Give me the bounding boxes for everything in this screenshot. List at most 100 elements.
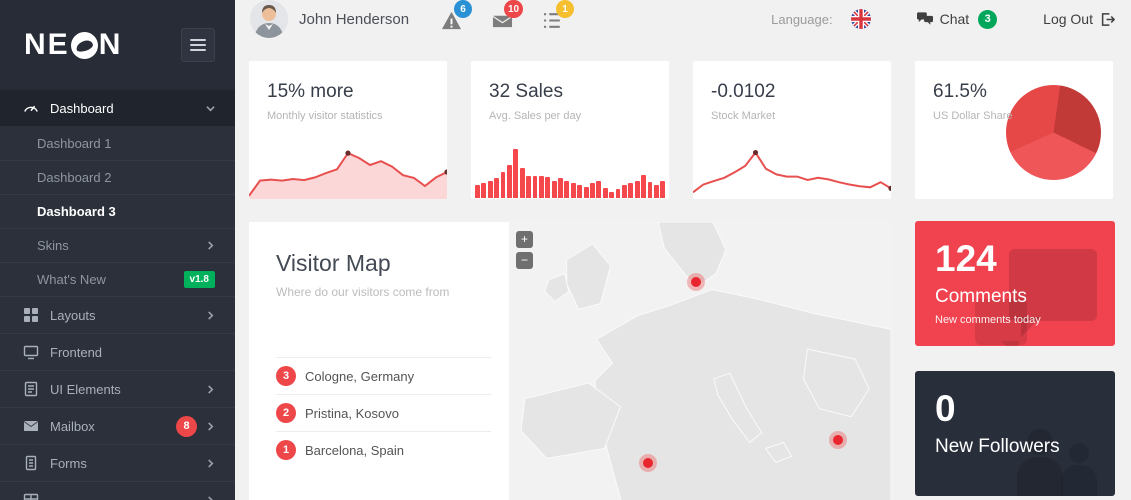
second-row: Visitor Map Where do our visitors come f… (248, 221, 1115, 500)
tasks-button[interactable]: 1 (541, 0, 575, 31)
visitor-map-subtitle: Where do our visitors come from (276, 285, 450, 299)
sidebar-item-label: Dashboard (50, 100, 114, 116)
bar (538, 176, 544, 198)
grid-icon (22, 307, 39, 324)
europe-map[interactable]: + − (509, 222, 891, 500)
list-box-icon (22, 381, 39, 398)
bar (660, 180, 666, 198)
bar (551, 180, 557, 198)
sidebar: NE N Dashboard Dashboard 1 Dashboard 2 Da… (0, 0, 235, 500)
visitor-locations-list: 3 Cologne, Germany 2 Pristina, Kosovo 1 … (276, 357, 491, 468)
bar (621, 185, 627, 198)
neon-logo[interactable]: NE N (24, 28, 122, 62)
location-label: Barcelona, Spain (305, 442, 405, 458)
map-zoom-out-button[interactable]: − (516, 252, 533, 269)
monitor-icon (22, 344, 39, 361)
chat-bubble-icon (1009, 249, 1097, 337)
stat-title: 15% more (267, 81, 354, 102)
user-menu[interactable]: John Henderson (250, 0, 409, 38)
bar (532, 175, 538, 198)
sidebar-item-dashboard-1[interactable]: Dashboard 1 (0, 127, 235, 161)
table-icon (22, 492, 39, 500)
warning-triangle-icon (441, 11, 461, 30)
bar (558, 177, 563, 198)
comments-label: Comments (935, 285, 1027, 307)
followers-label: New Followers (935, 435, 1060, 457)
location-count-badge: 1 (276, 440, 296, 460)
uk-flag-icon[interactable] (850, 9, 871, 29)
bar (494, 178, 500, 198)
list-item: 2 Pristina, Kosovo (276, 394, 491, 431)
sidebar-item-label: Dashboard 2 (37, 170, 112, 185)
logout-button[interactable]: Log Out (1043, 11, 1115, 27)
sidebar-item-skins[interactable]: Skins (0, 229, 235, 263)
bar (609, 191, 615, 198)
sidebar-item-ui-elements[interactable]: UI Elements (0, 371, 235, 408)
list-item: 3 Cologne, Germany (276, 357, 491, 394)
chevron-right-icon (206, 241, 215, 250)
sidebar-item-label: Frontend (50, 344, 103, 360)
stat-subtitle: Monthly visitor statistics (267, 110, 383, 122)
sidebar-item-layouts[interactable]: Layouts (0, 297, 235, 334)
sidebar-item-label: Mailbox (50, 418, 95, 434)
bar (590, 183, 595, 198)
envelope-icon (492, 15, 512, 28)
location-count-badge: 2 (276, 403, 296, 423)
chevron-down-icon (206, 104, 215, 113)
comments-tile[interactable]: 124 Comments New comments today (915, 221, 1115, 346)
messages-button[interactable]: 10 (490, 0, 524, 31)
content: 15% more Monthly visitor statistics 32 S… (235, 38, 1131, 500)
bar (545, 177, 551, 198)
bar (500, 172, 506, 198)
topbar-right: Language: Chat 3 (771, 9, 1115, 29)
sidebar-item-forms[interactable]: Forms (0, 445, 235, 482)
bar (641, 174, 647, 198)
sidebar-collapse-button[interactable] (181, 28, 215, 62)
bar (615, 188, 621, 198)
stat-title: 32 Sales (489, 81, 563, 102)
chat-bubble-icon (975, 299, 1027, 346)
bar (602, 187, 608, 198)
alerts-button[interactable]: 6 (439, 0, 473, 31)
dollar-share-pie-chart (1006, 85, 1101, 180)
tasks-count-badge: 1 (556, 0, 575, 18)
bar (526, 175, 532, 198)
logo-text-left: NE (24, 28, 70, 61)
stat-card-sales: 32 Sales Avg. Sales per day (470, 60, 670, 200)
gauge-icon (22, 100, 39, 117)
map-marker-icon[interactable] (687, 272, 706, 291)
bar (647, 182, 653, 198)
sidebar-item-mailbox[interactable]: Mailbox 8 (0, 408, 235, 445)
followers-tile[interactable]: 0 New Followers (915, 371, 1115, 496)
main-area: John Henderson 6 10 1 Language: (235, 0, 1131, 500)
visitor-map-card: Visitor Map Where do our visitors come f… (248, 221, 892, 500)
sidebar-item-partial[interactable] (0, 482, 235, 500)
mailbox-count-badge: 8 (176, 415, 197, 437)
sidebar-nav: Dashboard Dashboard 1 Dashboard 2 Dashbo… (0, 90, 235, 500)
bar (506, 165, 512, 198)
map-land-shapes (509, 222, 891, 500)
sidebar-item-label: What's New (37, 272, 106, 287)
sidebar-item-whats-new[interactable]: What's New v1.8 (0, 263, 235, 297)
map-marker-icon[interactable] (639, 454, 658, 473)
bar (583, 186, 589, 198)
location-label: Pristina, Kosovo (305, 405, 399, 421)
followers-count: 0 (935, 388, 956, 429)
list-item: 1 Barcelona, Spain (276, 431, 491, 468)
sidebar-item-dashboard-2[interactable]: Dashboard 2 (0, 161, 235, 195)
map-marker-icon[interactable] (828, 430, 847, 449)
sidebar-item-dashboard[interactable]: Dashboard (0, 90, 235, 127)
location-label: Cologne, Germany (305, 368, 415, 384)
user-name: John Henderson (299, 10, 410, 28)
stat-subtitle: US Dollar Share (933, 110, 1013, 122)
sidebar-item-dashboard-3[interactable]: Dashboard 3 (0, 195, 235, 229)
bar (519, 167, 525, 198)
sidebar-item-frontend[interactable]: Frontend (0, 334, 235, 371)
visitors-area-chart (249, 150, 447, 199)
bar (653, 185, 659, 198)
person-icon (1061, 465, 1097, 496)
map-zoom-in-button[interactable]: + (516, 231, 533, 248)
chat-button[interactable]: Chat 3 (916, 9, 998, 29)
bar (481, 183, 487, 198)
document-icon (22, 455, 39, 472)
